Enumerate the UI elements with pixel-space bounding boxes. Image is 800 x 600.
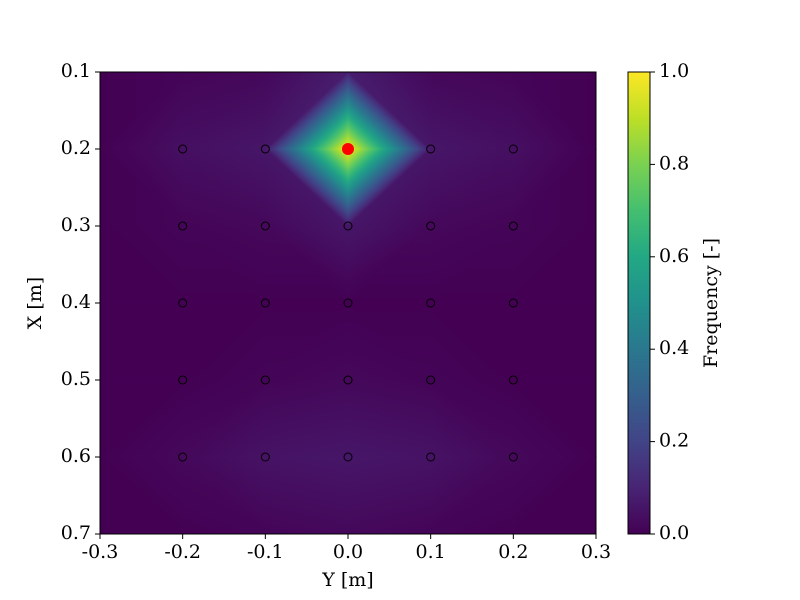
y-axis-label: X [m] [24,277,46,329]
measurement-point [178,375,188,385]
measurement-point [343,452,353,462]
x-tick-label: -0.2 [164,541,201,563]
x-tick-label: -0.3 [82,541,119,563]
colorbar-tick-label: 0.0 [659,522,689,544]
measurement-point [260,375,270,385]
measurement-point [508,452,518,462]
measurement-point [343,375,353,385]
heatmap [99,71,597,535]
x-tick-label: -0.1 [247,541,284,563]
y-tick-label: 0.2 [61,137,91,159]
x-tick-label: 0.0 [333,541,363,563]
colorbar-tick-label: 0.8 [659,152,689,174]
measurement-point [178,298,188,308]
y-tick-label: 0.4 [61,291,91,313]
measurement-point [508,221,518,231]
y-tick-label: 0.1 [61,60,91,82]
measurement-point [343,298,353,308]
y-tick-label: 0.6 [61,445,91,467]
colorbar [627,71,651,535]
measurement-point [178,221,188,231]
measurement-point [508,298,518,308]
measurement-point [426,144,436,154]
measurement-point [426,298,436,308]
measurement-point [260,221,270,231]
x-tick-label: 0.2 [498,541,528,563]
y-tick-label: 0.7 [61,522,91,544]
measurement-point [178,144,188,154]
colorbar-tick-label: 0.2 [659,430,689,452]
y-tick-label: 0.3 [61,214,91,236]
measurement-point [426,452,436,462]
source-point [342,143,354,155]
foreground: -0.3 -0.2 -0.1 0.0 0.1 0.2 0.3 0.1 0.2 0.3 0.4 0.5 0… [61,60,689,563]
colorbar-label: Frequency [-] [700,238,722,368]
measurement-point [178,452,188,462]
measurement-point [508,375,518,385]
measurement-point [260,452,270,462]
measurement-point [260,144,270,154]
measurement-point [426,221,436,231]
x-tick-label: 0.1 [416,541,446,563]
x-tick-label: 0.3 [581,541,611,563]
measurement-point [343,221,353,231]
colorbar-tick-label: 0.4 [659,337,689,359]
colorbar-tick-label: 1.0 [659,60,689,82]
y-tick-label: 0.5 [61,368,91,390]
colorbar-tick-label: 0.6 [659,245,689,267]
x-axis-label: Y [m] [321,569,373,591]
measurement-point [426,375,436,385]
measurement-point [508,144,518,154]
measurement-point [260,298,270,308]
